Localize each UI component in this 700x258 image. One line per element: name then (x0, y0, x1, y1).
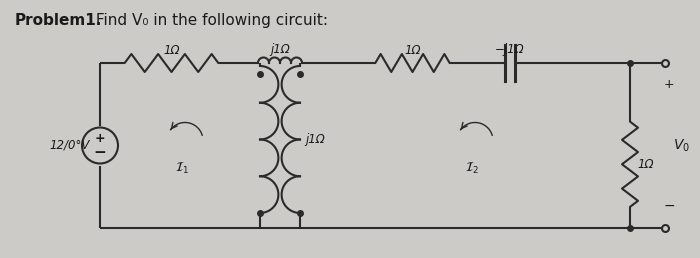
Text: j1Ω: j1Ω (270, 43, 290, 56)
Text: $V_0$: $V_0$ (673, 137, 690, 154)
Text: 12/0°V: 12/0°V (50, 139, 90, 152)
Text: 1Ω: 1Ω (637, 158, 654, 171)
Text: +: + (94, 132, 105, 145)
Text: $\mathcal{I}_2$: $\mathcal{I}_2$ (465, 161, 479, 176)
Text: $\mathcal{I}_1$: $\mathcal{I}_1$ (175, 161, 189, 176)
Text: 1Ω: 1Ω (405, 44, 421, 57)
Text: +: + (664, 78, 674, 92)
Text: −: − (663, 199, 675, 213)
Text: Problem1.: Problem1. (15, 13, 102, 28)
Text: Find V₀ in the following circuit:: Find V₀ in the following circuit: (91, 13, 328, 28)
Text: 1Ω: 1Ω (163, 44, 180, 57)
Text: −: − (94, 145, 106, 160)
Text: −j1Ω: −j1Ω (495, 43, 525, 56)
Text: j1Ω: j1Ω (305, 133, 325, 146)
